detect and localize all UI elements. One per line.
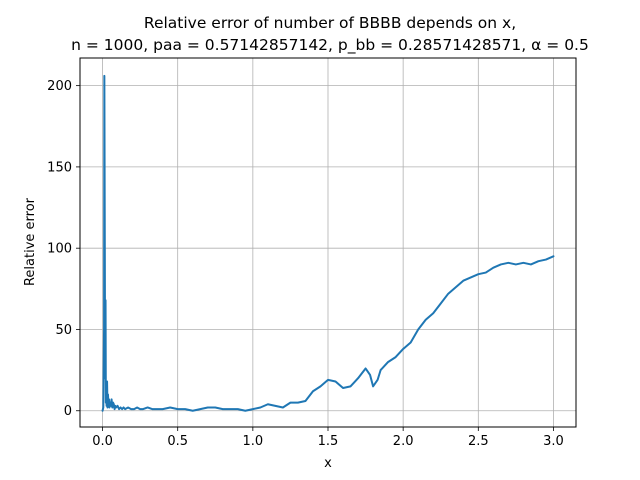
y-tick-label: 150 <box>47 160 72 175</box>
x-tick-label: 0.5 <box>167 434 188 449</box>
y-tick-label: 50 <box>55 323 72 338</box>
x-tick-label: 2.5 <box>468 434 489 449</box>
x-tick-label: 1.5 <box>318 434 339 449</box>
y-tick-label: 100 <box>47 242 72 257</box>
chart-title-line-2: n = 1000, paa = 0.57142857142, p_bb = 0.… <box>71 36 589 55</box>
ticks: 0.0 0.5 1.0 1.5 2.0 2.5 3.0 0 50 100 150 200 <box>47 79 564 449</box>
series-line <box>101 74 555 412</box>
y-tick-label: 0 <box>64 404 72 419</box>
x-axis-label: x <box>324 456 332 471</box>
x-tick-label: 2.0 <box>393 434 414 449</box>
x-tick-label: 1.0 <box>243 434 264 449</box>
grid <box>80 58 576 427</box>
series-layer <box>101 74 555 412</box>
y-tick-label: 200 <box>47 79 72 94</box>
y-axis-label: Relative error <box>23 197 38 286</box>
chart-title-line-1: Relative error of number of BBBB depends… <box>144 14 516 32</box>
x-tick-label: 0.0 <box>92 434 113 449</box>
x-tick-label: 3.0 <box>543 434 564 449</box>
